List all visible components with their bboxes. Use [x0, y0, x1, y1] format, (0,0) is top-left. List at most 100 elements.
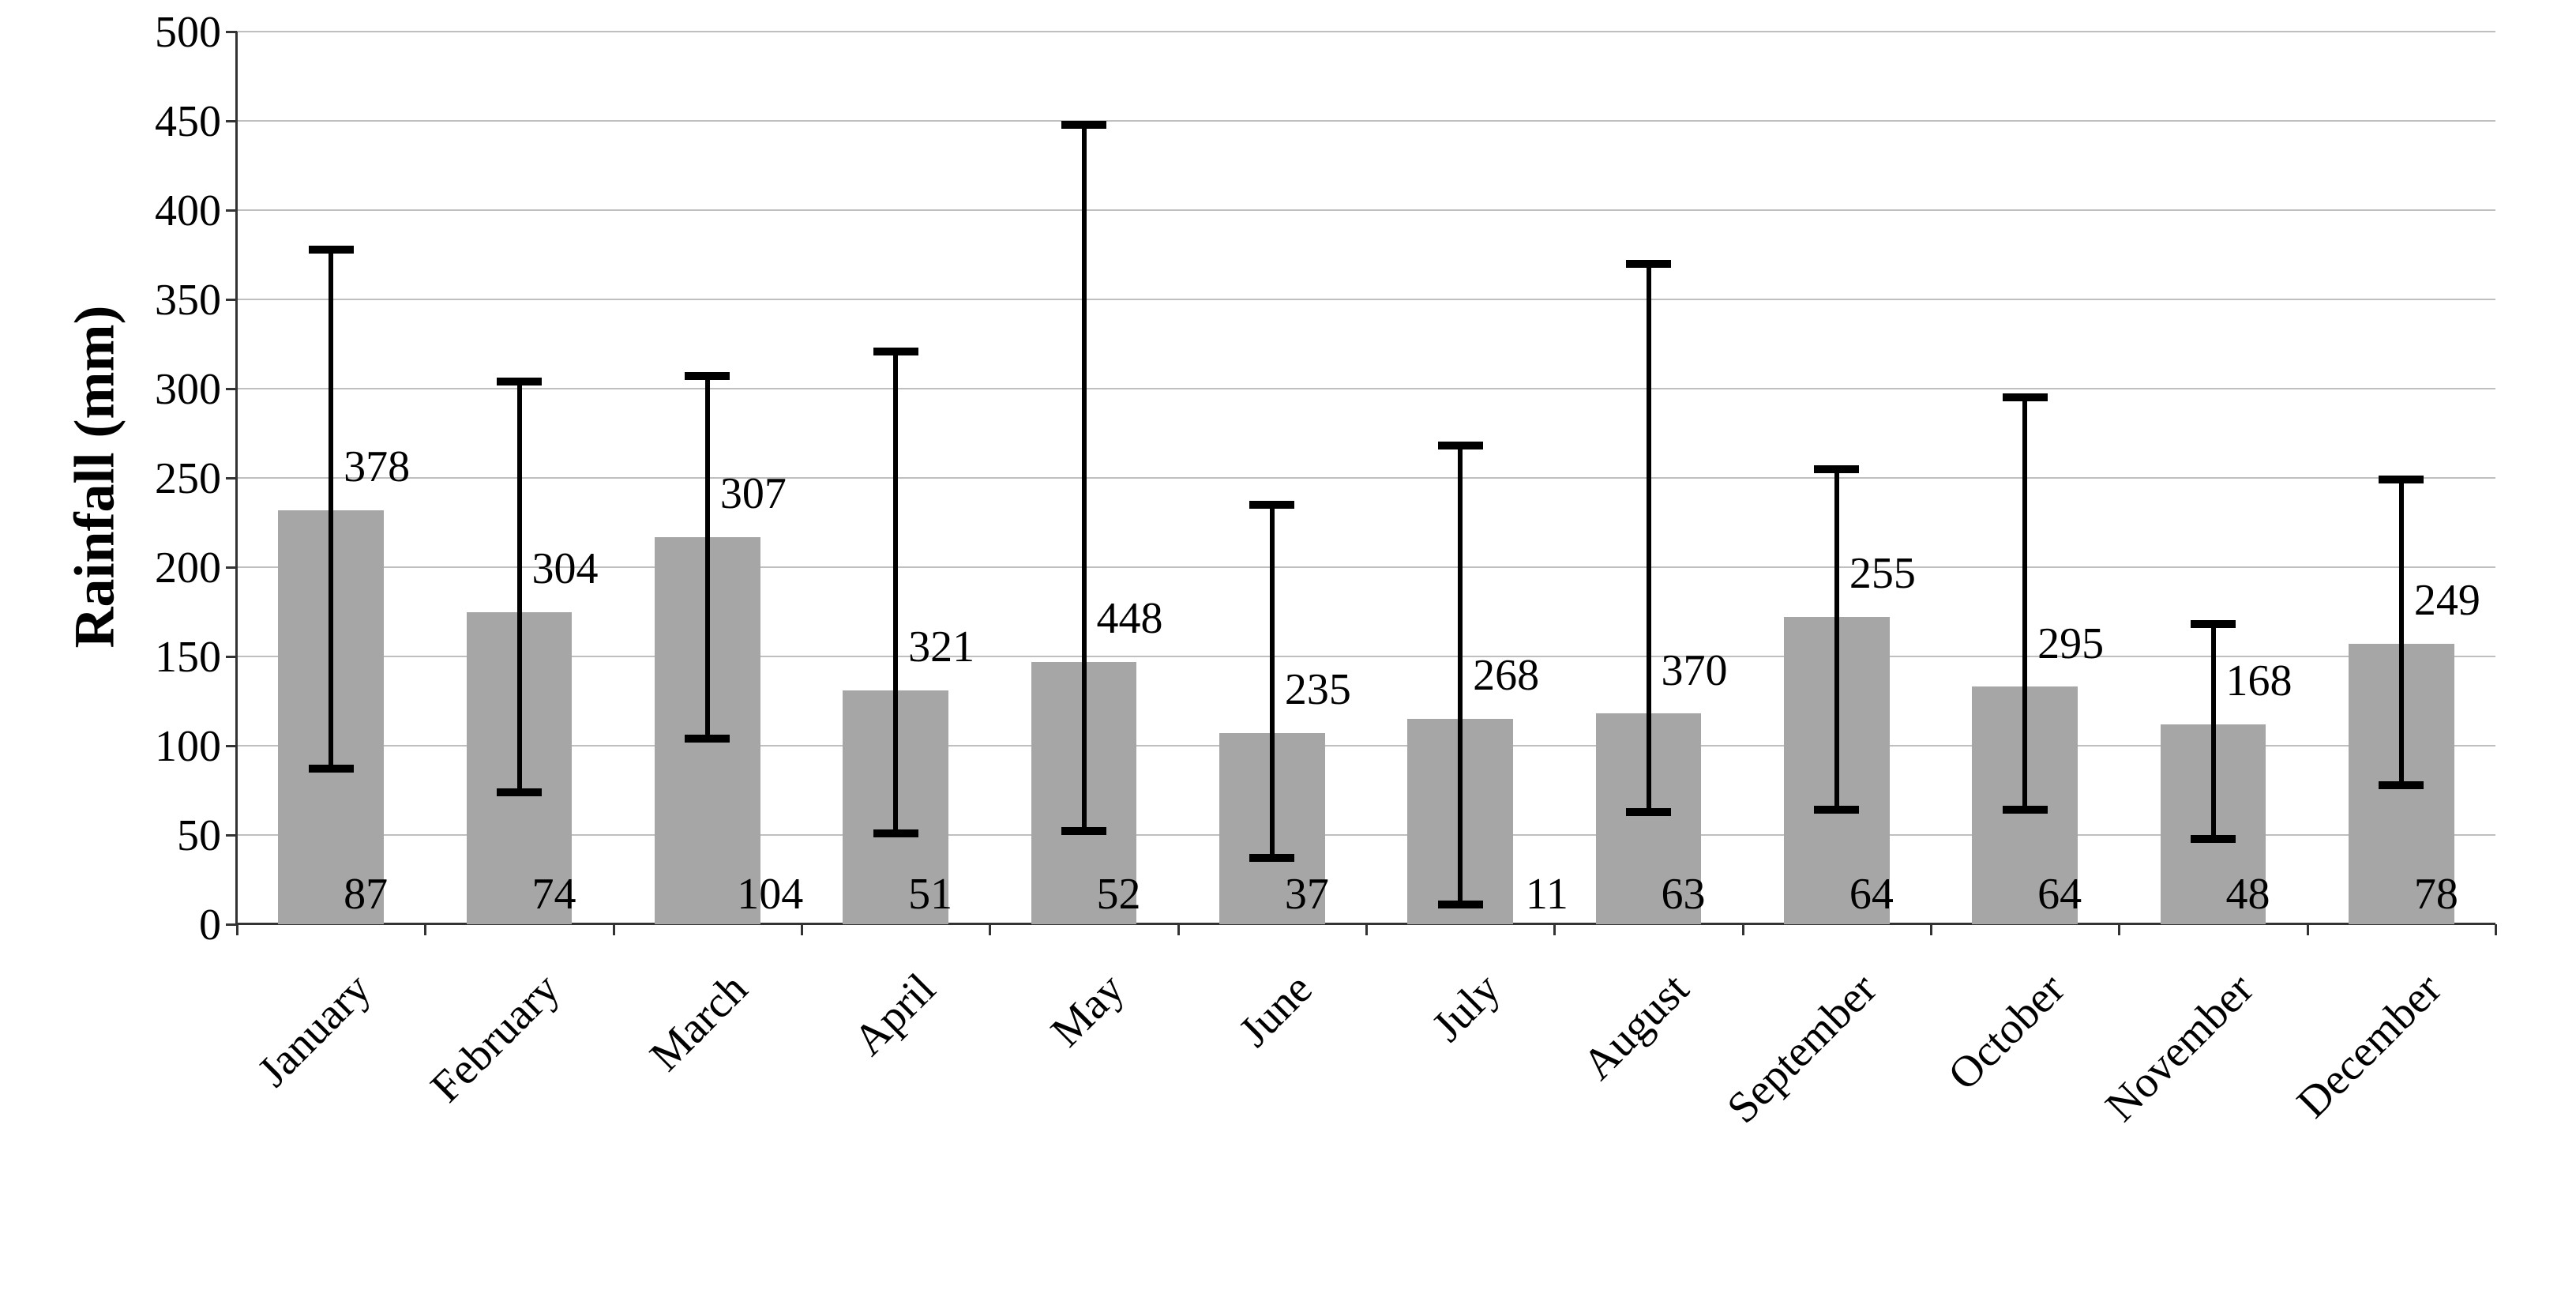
value-label-high: 307 [720, 468, 787, 519]
y-tick-label: 50 [95, 810, 221, 861]
error-bar-line [329, 250, 333, 769]
error-bar-cap-low [2003, 806, 2048, 814]
plot-area [237, 32, 2495, 924]
error-bar-line [2399, 480, 2404, 784]
y-tick-label: 100 [95, 721, 221, 772]
value-label-high: 249 [2414, 575, 2480, 626]
value-label-low: 37 [1285, 869, 1329, 920]
y-tick-label: 500 [95, 7, 221, 58]
error-bar-line [1458, 446, 1463, 905]
y-tick-label: 150 [95, 632, 221, 683]
x-tick-mark [1930, 924, 1932, 935]
y-tick-mark [226, 566, 237, 569]
error-bar-line [2022, 397, 2027, 810]
error-bar-cap-low [1249, 854, 1294, 862]
error-bar-line [1082, 125, 1087, 832]
error-bar-cap-high [1438, 442, 1483, 449]
x-tick-mark [801, 924, 803, 935]
value-label-high: 370 [1662, 645, 1728, 696]
error-bar-cap-high [309, 246, 354, 254]
y-tick-label: 400 [95, 186, 221, 236]
gridline [237, 209, 2495, 211]
error-bar-cap-low [685, 735, 730, 743]
error-bar-cap-high [2379, 476, 2424, 483]
error-bar-cap-high [1626, 260, 1671, 268]
gridline [237, 745, 2495, 747]
error-bar-line [517, 382, 522, 792]
error-bar-line [1834, 469, 1839, 810]
x-tick-mark [424, 924, 426, 935]
error-bar-cap-high [1249, 501, 1294, 509]
value-label-high: 268 [1473, 650, 1539, 701]
value-label-high: 448 [1097, 593, 1163, 644]
error-bar-line [1647, 264, 1651, 812]
rainfall-chart: Rainfall (mm) 05010015020025030035040045… [0, 0, 2576, 1290]
gridline [237, 388, 2495, 389]
x-tick-mark [1177, 924, 1180, 935]
y-tick-mark [226, 656, 237, 658]
error-bar-line [2211, 624, 2216, 838]
gridline [237, 299, 2495, 300]
y-tick-label: 300 [95, 364, 221, 415]
error-bar-cap-high [1061, 121, 1106, 129]
error-bar-cap-high [1814, 465, 1859, 473]
y-tick-mark [226, 299, 237, 301]
value-label-high: 321 [908, 622, 974, 672]
gridline [237, 120, 2495, 122]
y-tick-mark [226, 834, 237, 837]
y-tick-mark [226, 477, 237, 480]
value-label-low: 63 [1662, 869, 1706, 920]
value-label-high: 235 [1285, 664, 1351, 715]
error-bar-cap-low [309, 765, 354, 773]
y-tick-label: 350 [95, 275, 221, 325]
value-label-high: 255 [1849, 548, 1916, 599]
y-tick-label: 250 [95, 453, 221, 504]
x-tick-mark [2495, 924, 2497, 935]
error-bar-cap-high [685, 372, 730, 380]
error-bar-cap-high [873, 348, 918, 355]
value-label-low: 87 [344, 869, 388, 920]
value-label-low: 74 [532, 869, 576, 920]
error-bar-line [1270, 505, 1275, 858]
value-label-low: 51 [908, 869, 952, 920]
value-label-low: 104 [737, 869, 803, 920]
error-bar-cap-low [2379, 781, 2424, 789]
error-bar-cap-low [1061, 827, 1106, 835]
error-bar-line [893, 352, 898, 833]
error-bar-cap-low [1814, 806, 1859, 814]
value-label-high: 304 [532, 543, 599, 594]
gridline [237, 477, 2495, 479]
value-label-low: 52 [1097, 869, 1141, 920]
error-bar-cap-low [2191, 835, 2236, 843]
value-label-low: 64 [2037, 869, 2082, 920]
x-tick-mark [2307, 924, 2309, 935]
error-bar-cap-low [1438, 901, 1483, 908]
value-label-high: 378 [344, 442, 410, 492]
error-bar-cap-high [2191, 620, 2236, 628]
y-tick-mark [226, 31, 237, 33]
x-tick-mark [613, 924, 615, 935]
error-bar-cap-high [497, 378, 542, 385]
y-tick-mark [226, 388, 237, 390]
value-label-low: 78 [2414, 869, 2458, 920]
x-tick-mark [1553, 924, 1556, 935]
error-bar-cap-low [1626, 808, 1671, 816]
gridline [237, 834, 2495, 836]
y-tick-label: 0 [95, 900, 221, 950]
value-label-high: 168 [2226, 656, 2292, 706]
x-tick-mark [236, 924, 238, 935]
error-bar-cap-low [873, 829, 918, 837]
value-label-high: 295 [2037, 619, 2104, 669]
y-tick-mark [226, 120, 237, 122]
y-tick-mark [226, 209, 237, 212]
y-tick-mark [226, 745, 237, 747]
value-label-low: 48 [2226, 869, 2270, 920]
value-label-low: 11 [1526, 869, 1568, 920]
x-tick-mark [1742, 924, 1744, 935]
y-tick-label: 450 [95, 96, 221, 147]
y-tick-mark [226, 923, 237, 926]
y-tick-label: 200 [95, 543, 221, 593]
error-bar-cap-low [497, 788, 542, 796]
gridline [237, 31, 2495, 32]
x-tick-mark [1365, 924, 1368, 935]
